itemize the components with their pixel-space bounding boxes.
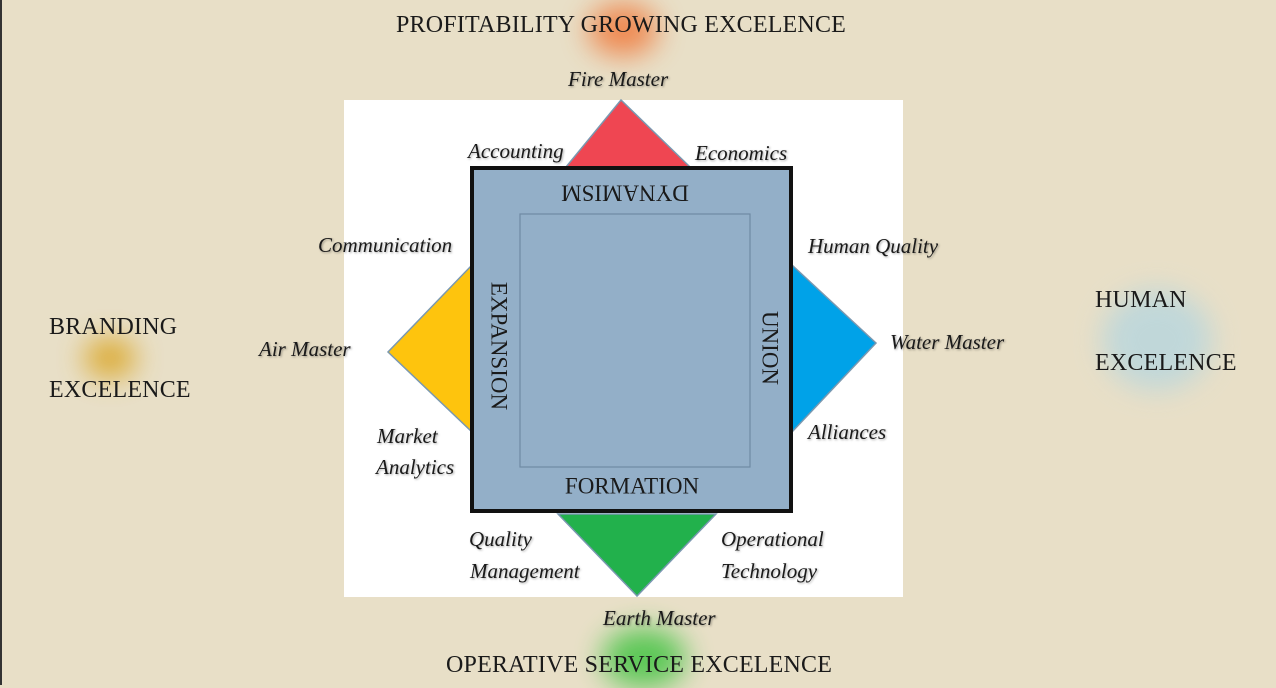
label-operational-line2: Technology (721, 559, 818, 583)
heading-left-line1: BRANDING (49, 314, 178, 340)
label-earth-master: Earth Master (603, 606, 716, 630)
label-human-quality: Human Quality (808, 234, 939, 258)
heading-left-line2: EXCELENCE (49, 377, 191, 403)
label-operational-line1: Operational (721, 527, 824, 551)
label-quality-line2: Management (470, 559, 580, 583)
label-communication: Communication (318, 233, 453, 257)
side-formation: FORMATION (565, 473, 700, 498)
label-market-line1: Market (377, 424, 438, 448)
label-fire-master: Fire Master (568, 67, 669, 91)
label-market-line2: Analytics (376, 455, 455, 479)
side-dynamism: DYNAMISM (561, 181, 689, 206)
inner-square (519, 213, 751, 468)
right-blue-glow (1102, 290, 1212, 390)
label-water-master: Water Master (890, 330, 1005, 354)
label-air-master: Air Master (259, 337, 351, 361)
label-economics: Economics (695, 141, 788, 165)
label-accounting: Accounting (468, 139, 564, 163)
bottom-green-glow (602, 628, 686, 688)
earth-triangle (556, 513, 718, 598)
side-expansion: EXPANSION (487, 282, 512, 411)
label-alliances: Alliances (808, 420, 887, 444)
side-union: UNION (758, 311, 783, 385)
heading-right-line2: EXCELENCE (1095, 350, 1237, 376)
heading-right-line1: HUMAN (1095, 287, 1187, 313)
heading-top: PROFITABILITY GROWING EXCELENCE (396, 12, 847, 38)
top-orange-glow (588, 4, 658, 56)
label-quality-line1: Quality (469, 527, 532, 551)
heading-bottom: OPERATIVE SERVICE EXCELENCE (446, 652, 833, 678)
left-gold-glow (84, 338, 136, 378)
